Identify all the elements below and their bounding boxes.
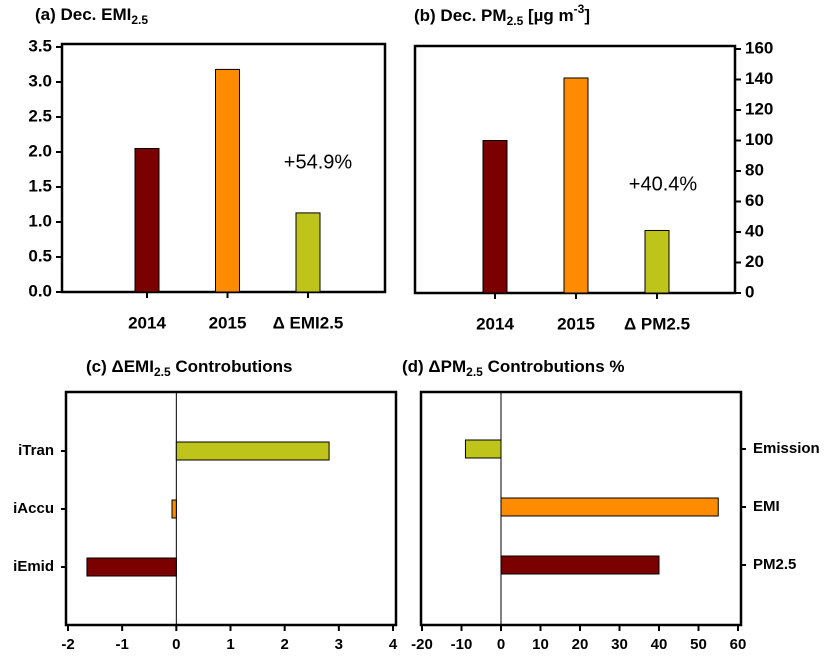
x-tick-label: 2015 xyxy=(209,313,247,332)
bar xyxy=(86,557,177,577)
x-tick-label: 2015 xyxy=(557,314,595,333)
title-part: (a) Dec. EMI xyxy=(35,5,131,24)
annotation: +54.9% xyxy=(284,151,353,173)
y-tick-label: 0.5 xyxy=(28,246,52,265)
x-tick-label: -10 xyxy=(451,636,473,653)
x-tick-label: -2 xyxy=(61,636,74,653)
bar xyxy=(500,497,719,517)
x-tick-label: 2 xyxy=(280,636,288,653)
y-tick-label: Emission xyxy=(753,440,820,457)
title-part: ] xyxy=(584,6,590,25)
y-tick-label: iTran xyxy=(18,442,54,459)
y-tick-label: 120 xyxy=(745,99,773,118)
y-tick-label: 2.0 xyxy=(28,141,52,160)
x-tick-label: 4 xyxy=(389,636,398,653)
x-tick-label: 30 xyxy=(611,636,628,653)
x-tick-label: 40 xyxy=(651,636,668,653)
x-tick-label: 0 xyxy=(172,636,180,653)
title-part: 2.5 xyxy=(131,13,148,27)
title-part: -3 xyxy=(574,2,585,16)
bar xyxy=(295,212,321,293)
y-tick-label: 1.0 xyxy=(28,211,52,230)
title-part: (c) ΔEMI xyxy=(86,357,154,376)
bar xyxy=(563,77,589,294)
bar xyxy=(482,140,508,294)
title-part: [µg m xyxy=(523,6,573,25)
bar xyxy=(644,229,670,294)
x-tick-label: 0 xyxy=(497,636,505,653)
y-tick-label: iEmid xyxy=(13,558,54,575)
x-tick-label: -1 xyxy=(115,636,128,653)
x-tick-label: Δ EMI2.5 xyxy=(273,313,344,332)
y-tick-label: 80 xyxy=(745,160,764,179)
x-tick-label: -20 xyxy=(411,636,433,653)
y-tick-label: 20 xyxy=(745,252,764,271)
y-tick-label: 40 xyxy=(745,221,764,240)
title-part: Controbutions % xyxy=(483,357,625,376)
chart-title: (d) ΔPM2.5 Controbutions % xyxy=(402,357,625,379)
y-tick-label: 2.5 xyxy=(28,106,52,125)
y-tick-label: 1.5 xyxy=(28,176,52,195)
x-tick-label: 3 xyxy=(335,636,343,653)
y-tick-label: 100 xyxy=(745,130,773,149)
y-tick-label: 160 xyxy=(745,38,773,57)
y-tick-label: 140 xyxy=(745,69,773,88)
chart-title: (a) Dec. EMI2.5 xyxy=(35,5,148,27)
bar xyxy=(175,441,330,461)
y-tick-label: iAccu xyxy=(13,500,54,517)
title-part: 2.5 xyxy=(466,365,483,379)
bar xyxy=(215,68,240,293)
x-tick-label: 2014 xyxy=(476,314,514,333)
y-tick-label: 0.0 xyxy=(28,281,52,300)
bar xyxy=(500,555,660,575)
bar xyxy=(134,148,160,293)
title-part: 2.5 xyxy=(507,14,524,28)
annotation: +40.4% xyxy=(629,173,698,195)
y-tick-label: 0 xyxy=(745,282,754,301)
bar xyxy=(171,499,177,519)
y-tick-label: 3.5 xyxy=(28,36,52,55)
x-tick-label: 50 xyxy=(690,636,707,653)
y-tick-label: PM2.5 xyxy=(753,556,796,573)
x-tick-label: Δ PM2.5 xyxy=(624,314,690,333)
x-tick-label: 10 xyxy=(532,636,549,653)
x-tick-label: 2014 xyxy=(128,313,166,332)
y-tick-label: 60 xyxy=(745,191,764,210)
plot-frame xyxy=(64,390,398,627)
title-part: Controbutions xyxy=(171,357,293,376)
x-tick-label: 20 xyxy=(572,636,589,653)
bar xyxy=(464,439,502,459)
title-part: (b) Dec. PM xyxy=(414,6,507,25)
chart-title: (c) ΔEMI2.5 Controbutions xyxy=(86,357,292,379)
title-part: (d) ΔPM xyxy=(402,357,466,376)
x-tick-label: 1 xyxy=(226,636,234,653)
chart-title: (b) Dec. PM2.5 [µg m-3] xyxy=(414,2,590,28)
x-tick-label: 60 xyxy=(730,636,747,653)
y-tick-label: EMI xyxy=(753,498,780,515)
y-tick-label: 3.0 xyxy=(28,71,52,90)
title-part: 2.5 xyxy=(154,365,171,379)
